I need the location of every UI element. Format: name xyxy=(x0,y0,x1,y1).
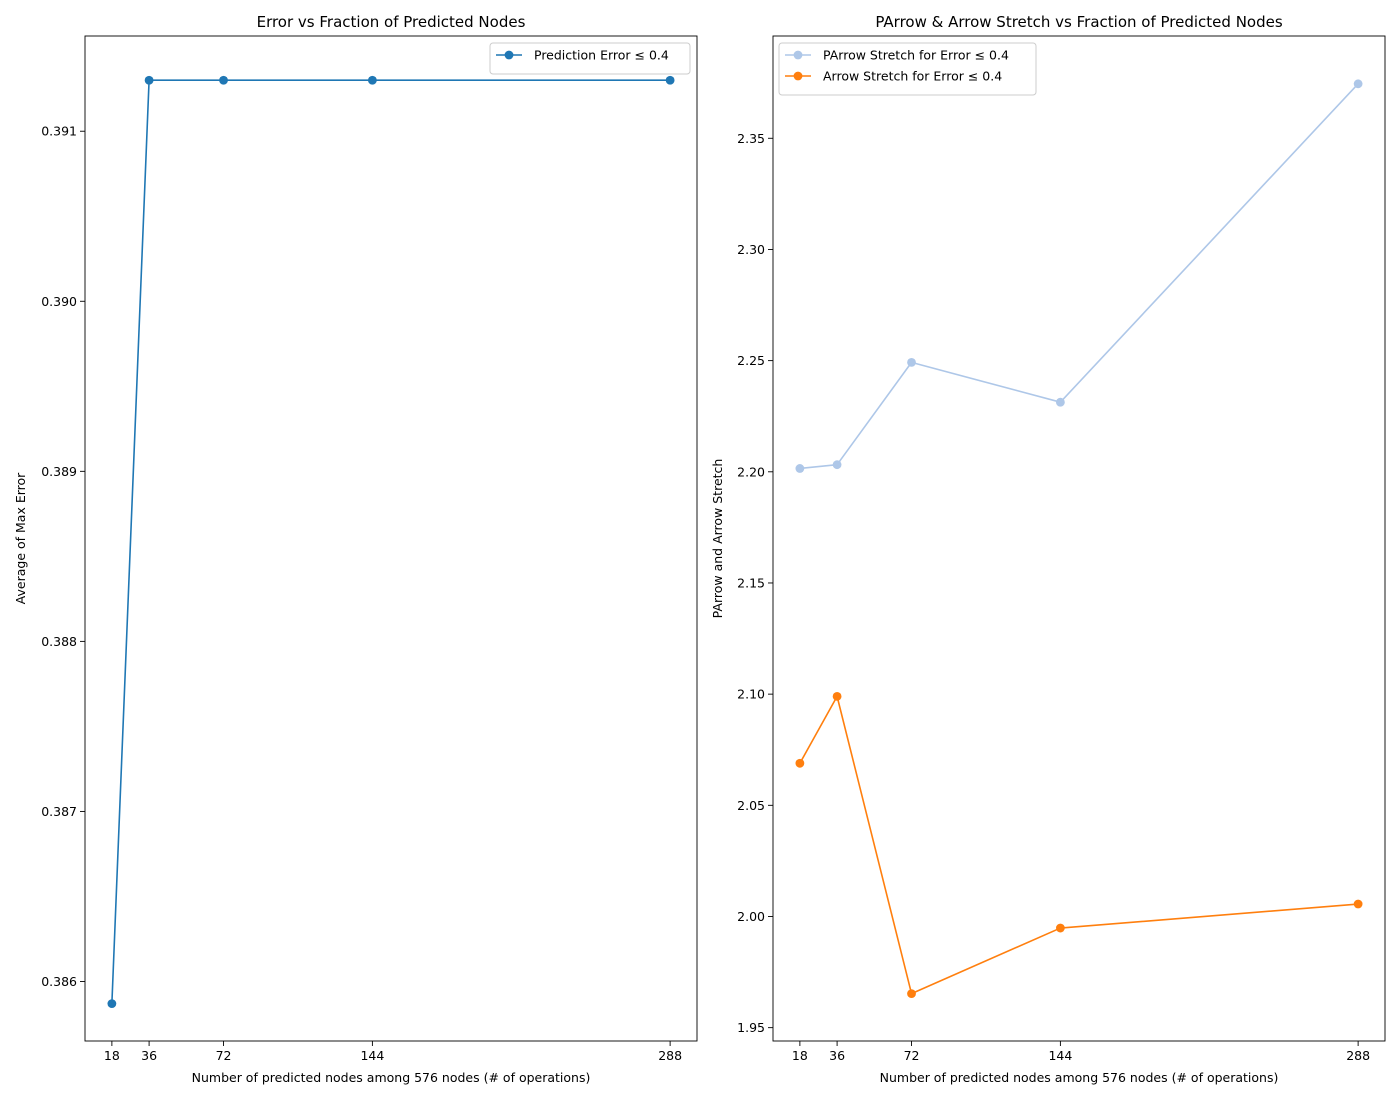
legend-entry-label: PArrow Stretch for Error ≤ 0.4 xyxy=(823,48,1009,63)
data-point xyxy=(665,75,675,85)
x-axis-label: Number of predicted nodes among 576 node… xyxy=(192,1070,591,1085)
data-point xyxy=(367,75,377,85)
data-point xyxy=(144,75,154,85)
stretch-chart-panel: PArrow & Arrow Stretch vs Fraction of Pr… xyxy=(710,13,1386,1085)
x-tick-label: 18 xyxy=(792,1048,808,1063)
error-chart-panel: Error vs Fraction of Predicted Nodes 18 36… xyxy=(13,13,698,1085)
data-point xyxy=(1353,79,1363,89)
legend-entry-label: Arrow Stretch for Error ≤ 0.4 xyxy=(823,69,1002,84)
y-tick-label: 2.05 xyxy=(737,798,765,813)
x-tick-label: 36 xyxy=(141,1048,157,1063)
y-tick-label: 2.30 xyxy=(737,242,765,257)
data-point xyxy=(795,464,805,473)
legend-marker-swatch xyxy=(504,50,514,60)
x-tick-label: 72 xyxy=(216,1048,232,1063)
data-point xyxy=(219,75,228,85)
data-point xyxy=(1353,899,1363,909)
data-point xyxy=(795,758,805,768)
data-point xyxy=(907,989,916,999)
data-point xyxy=(832,460,842,470)
y-tick-label: 2.25 xyxy=(737,353,765,368)
y-tick-label: 0.387 xyxy=(41,804,77,819)
x-tick-label: 288 xyxy=(658,1048,682,1063)
x-tick-label: 18 xyxy=(104,1048,120,1063)
data-point xyxy=(107,999,117,1008)
x-axis-label: Number of predicted nodes among 576 node… xyxy=(880,1070,1279,1085)
x-tick-label: 144 xyxy=(360,1048,384,1063)
y-tick-label: 2.10 xyxy=(737,687,765,702)
y-tick-label: 0.389 xyxy=(41,464,77,479)
y-tick-label: 0.391 xyxy=(41,124,77,139)
y-tick-label: 2.20 xyxy=(737,464,765,479)
y-tick-label: 1.95 xyxy=(737,1020,765,1035)
y-tick-label: 0.386 xyxy=(41,974,77,989)
legend-marker-swatch xyxy=(793,50,803,60)
x-tick-label: 72 xyxy=(904,1048,920,1063)
x-tick-label: 288 xyxy=(1346,1048,1370,1063)
chart-title: PArrow & Arrow Stretch vs Fraction of Pr… xyxy=(875,13,1283,31)
data-point xyxy=(907,358,916,367)
x-tick-label: 144 xyxy=(1048,1048,1072,1063)
chart-title: Error vs Fraction of Predicted Nodes xyxy=(257,13,526,31)
y-axis-label: Average of Max Error xyxy=(13,472,28,604)
legend-box xyxy=(778,42,1037,96)
legend-marker-swatch xyxy=(793,71,803,81)
legend-entry-label: Prediction Error ≤ 0.4 xyxy=(534,48,669,63)
y-axis-label: PArrow and Arrow Stretch xyxy=(710,459,725,619)
data-point xyxy=(1055,923,1065,933)
plot-area-frame xyxy=(772,35,1386,1042)
y-tick-label: 0.388 xyxy=(41,634,77,649)
x-tick-label: 36 xyxy=(829,1048,845,1063)
data-point xyxy=(832,691,842,701)
legend-box xyxy=(489,42,691,75)
data-point xyxy=(1055,397,1065,407)
y-tick-label: 2.35 xyxy=(737,131,765,146)
y-tick-label: 2.15 xyxy=(737,575,765,590)
plot-area-frame xyxy=(84,35,698,1042)
y-tick-label: 2.00 xyxy=(737,909,765,924)
y-tick-label: 0.390 xyxy=(41,294,77,309)
